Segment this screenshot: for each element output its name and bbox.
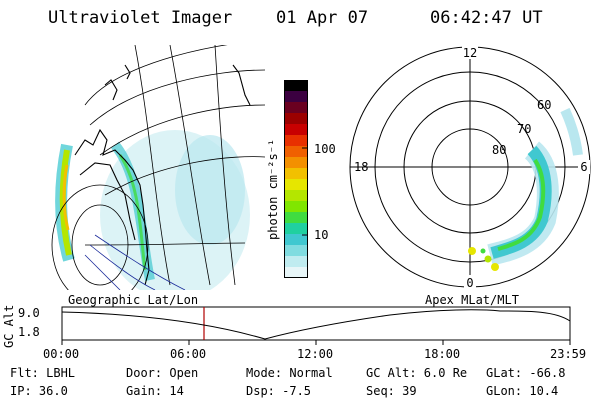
polar-mlt-12: 12 [463, 46, 477, 60]
polar-lat-80: 80 [492, 143, 506, 157]
lat-lon-grid [51, 45, 265, 290]
coastline-outline [74, 64, 251, 286]
polar-lat-60: 60 [537, 98, 551, 112]
sequence-value: Seq: 39 [366, 384, 417, 398]
colorbar-cell [284, 267, 308, 278]
time-label: 06:42:47 UT [430, 8, 543, 28]
polar-mlt-6: 6 [580, 160, 587, 174]
colorbar-cell [284, 190, 308, 202]
gc-altitude-value: GC Alt: 6.0 Re [366, 366, 468, 380]
filter-value: Flt: LBHL [10, 366, 76, 380]
time-tick-1800: 18:00 [424, 347, 461, 361]
colorbar-tick-100: 100 [314, 142, 336, 156]
geographic-map-panel [51, 45, 265, 290]
colorbar-cell [284, 102, 308, 114]
colorbar-cell [284, 91, 308, 103]
colorbar-cell [284, 212, 308, 224]
date-label: 01 Apr 07 [276, 8, 369, 28]
colorbar-cell [284, 135, 308, 147]
dsp-value: Dsp: -7.5 [246, 384, 312, 398]
colorbar-cell [284, 179, 308, 191]
color-scale-bar [284, 80, 308, 278]
colorbar-cell [284, 168, 308, 180]
magnetic-grid-lines [84, 234, 186, 290]
polar-mlt-18: 18 [354, 160, 368, 174]
colorbar-cell [284, 201, 308, 213]
colorbar-cell [284, 256, 308, 268]
altitude-timeline-plot [61, 306, 571, 345]
aurora-diffuse-emission [175, 135, 245, 245]
aurora-oval [468, 107, 583, 271]
app-title: Ultraviolet Imager [48, 8, 233, 28]
altitude-plot-frame [61, 306, 571, 341]
colorbar-unit-label: photon cm⁻²s⁻¹ [266, 138, 280, 240]
door-status: Door: Open [126, 366, 199, 380]
colorbar-cell [284, 146, 308, 158]
ip-value: IP: 36.0 [10, 384, 68, 398]
glat-value: GLat: -66.8 [486, 366, 566, 380]
time-tick-1200: 12:00 [297, 347, 334, 361]
aurora-arc-peak [62, 164, 70, 231]
polar-lat-70: 70 [517, 122, 531, 136]
colorbar-cell [284, 223, 308, 235]
colorbar-cell [284, 245, 308, 257]
geographic-caption: Geographic Lat/Lon [68, 293, 199, 307]
glon-value: GLon: 10.4 [486, 384, 559, 398]
altitude-curve [61, 309, 571, 340]
polar-plot-panel: 12 18 6 0 60 70 80 [349, 45, 591, 290]
time-tick-0000: 00:00 [43, 347, 80, 361]
colorbar-cell [284, 113, 308, 125]
polar-mlt-0: 0 [466, 276, 473, 290]
colorbar-cell [284, 157, 308, 169]
mode-value: Mode: Normal [246, 366, 333, 380]
time-tick-2359: 23:59 [550, 347, 587, 361]
altitude-tick-max: 9.0 [18, 306, 40, 320]
colorbar-cell [284, 234, 308, 246]
gain-value: Gain: 14 [126, 384, 184, 398]
apex-caption: Apex MLat/MLT [425, 293, 519, 307]
altitude-axis-label: GC Alt [2, 304, 16, 348]
time-tick-0600: 06:00 [170, 347, 207, 361]
altitude-tick-min: 1.8 [18, 325, 40, 339]
colorbar-tick-10: 10 [314, 228, 329, 242]
colorbar-cell [284, 80, 308, 92]
colorbar-cell [284, 124, 308, 136]
